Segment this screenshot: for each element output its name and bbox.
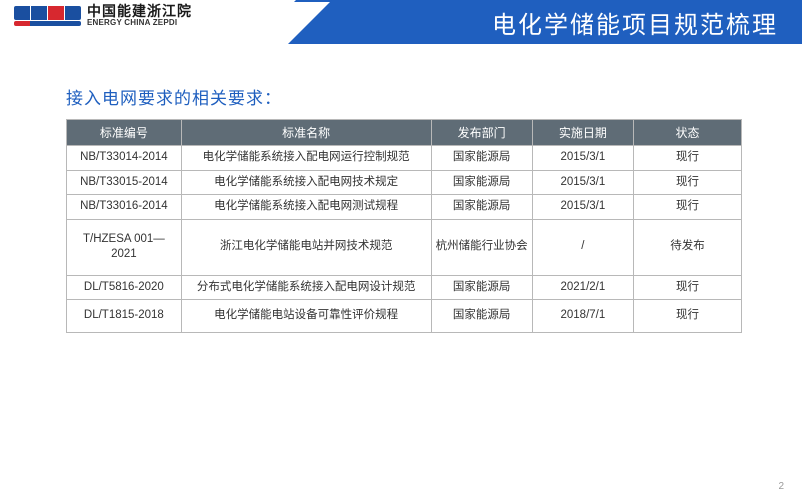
cell-dept: 国家能源局 (431, 146, 532, 171)
cell-dept: 杭州储能行业协会 (431, 219, 532, 275)
cell-dept: 国家能源局 (431, 170, 532, 195)
cell-date: 2021/2/1 (532, 275, 633, 300)
cell-name: 电化学储能系统接入配电网测试规程 (181, 195, 431, 220)
col-dept: 发布部门 (431, 120, 532, 146)
logo-mark-icon (14, 6, 81, 26)
cell-status: 现行 (634, 300, 742, 333)
cell-status: 现行 (634, 275, 742, 300)
table-row: DL/T1815-2018电化学储能电站设备可靠性评价规程国家能源局2018/7… (67, 300, 742, 333)
cell-code: T/HZESA 001—2021 (67, 219, 182, 275)
cell-name: 浙江电化学储能电站并网技术规范 (181, 219, 431, 275)
table-row: DL/T5816-2020分布式电化学储能系统接入配电网设计规范国家能源局202… (67, 275, 742, 300)
table-row: NB/T33015-2014电化学储能系统接入配电网技术规定国家能源局2015/… (67, 170, 742, 195)
cell-code: DL/T1815-2018 (67, 300, 182, 333)
table-row: T/HZESA 001—2021浙江电化学储能电站并网技术规范杭州储能行业协会/… (67, 219, 742, 275)
page-number: 2 (778, 481, 784, 492)
cell-status: 现行 (634, 146, 742, 171)
cell-dept: 国家能源局 (431, 195, 532, 220)
cell-dept: 国家能源局 (431, 275, 532, 300)
table-row: NB/T33016-2014电化学储能系统接入配电网测试规程国家能源局2015/… (67, 195, 742, 220)
cell-name: 电化学储能电站设备可靠性评价规程 (181, 300, 431, 333)
cell-status: 现行 (634, 170, 742, 195)
cell-name: 分布式电化学储能系统接入配电网设计规范 (181, 275, 431, 300)
cell-date: 2015/3/1 (532, 146, 633, 171)
col-date: 实施日期 (532, 120, 633, 146)
cell-code: NB/T33014-2014 (67, 146, 182, 171)
cell-name: 电化学储能系统接入配电网技术规定 (181, 170, 431, 195)
cell-code: DL/T5816-2020 (67, 275, 182, 300)
brand-logo: 中国能建浙江院 ENERGY CHINA ZEPDI (14, 4, 192, 27)
brand-name-cn: 中国能建浙江院 (87, 4, 192, 19)
cell-code: NB/T33015-2014 (67, 170, 182, 195)
table-row: NB/T33014-2014电化学储能系统接入配电网运行控制规范国家能源局201… (67, 146, 742, 171)
col-code: 标准编号 (67, 120, 182, 146)
cell-name: 电化学储能系统接入配电网运行控制规范 (181, 146, 431, 171)
cell-code: NB/T33016-2014 (67, 195, 182, 220)
cell-dept: 国家能源局 (431, 300, 532, 333)
col-name: 标准名称 (181, 120, 431, 146)
section-heading: 接入电网要求的相关要求： (66, 84, 802, 109)
cell-status: 待发布 (634, 219, 742, 275)
standards-table: 标准编号 标准名称 发布部门 实施日期 状态 NB/T33014-2014电化学… (66, 119, 742, 333)
brand-name-en: ENERGY CHINA ZEPDI (87, 19, 192, 27)
col-status: 状态 (634, 120, 742, 146)
cell-status: 现行 (634, 195, 742, 220)
slide-header: 中国能建浙江院 ENERGY CHINA ZEPDI 电化学储能项目规范梳理 (0, 0, 802, 44)
table-header-row: 标准编号 标准名称 发布部门 实施日期 状态 (67, 120, 742, 146)
cell-date: 2015/3/1 (532, 195, 633, 220)
cell-date: 2018/7/1 (532, 300, 633, 333)
slide-title: 电化学储能项目规范梳理 (332, 0, 802, 44)
cell-date: / (532, 219, 633, 275)
cell-date: 2015/3/1 (532, 170, 633, 195)
